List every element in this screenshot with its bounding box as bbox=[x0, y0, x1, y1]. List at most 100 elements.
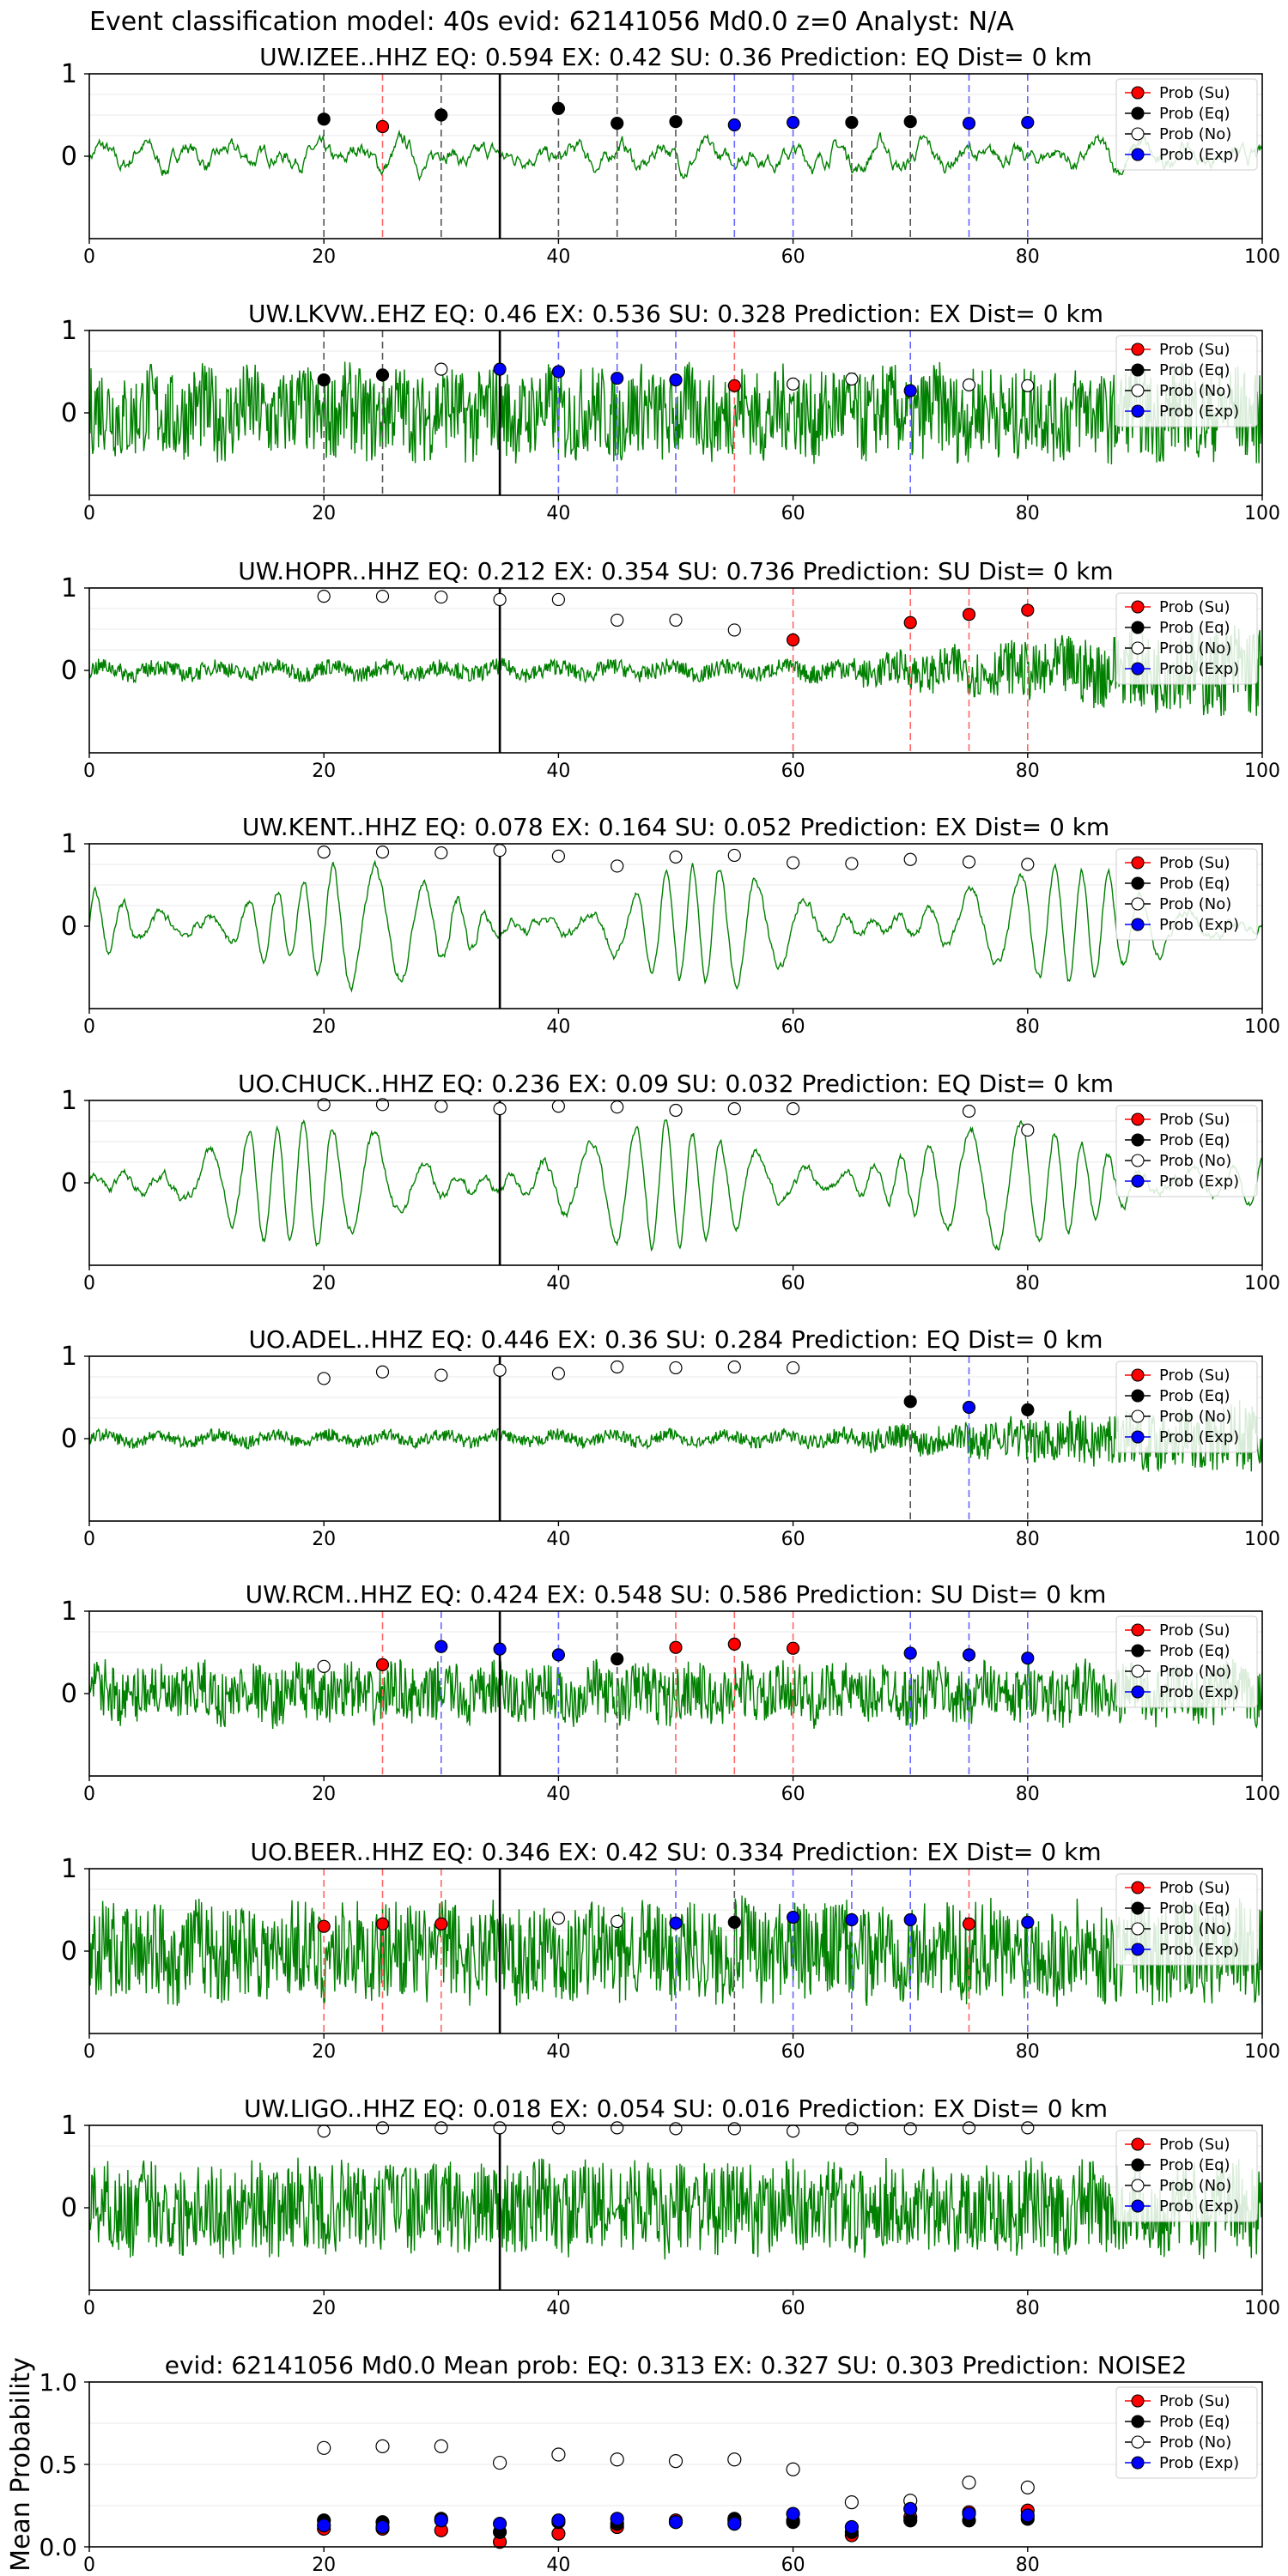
legend-marker-exp bbox=[1131, 1943, 1145, 1956]
mean-point-no bbox=[668, 2454, 683, 2469]
mean-point-no bbox=[962, 2476, 976, 2490]
legend-marker-no bbox=[1131, 1154, 1145, 1167]
mean-point-exp bbox=[844, 2519, 860, 2535]
prob-point-su bbox=[375, 119, 390, 134]
legend-marker-eq bbox=[1131, 621, 1145, 634]
prob-point-no bbox=[669, 1361, 683, 1375]
legend-marker-eq bbox=[1131, 106, 1145, 120]
legend-label: Prob (Su) bbox=[1159, 854, 1230, 872]
prob-point-exp bbox=[962, 116, 976, 130]
x-tick-label: 0 bbox=[83, 2298, 95, 2319]
x-tick-label: 40 bbox=[546, 2298, 570, 2319]
figure-suptitle: Event classification model: 40s evid: 62… bbox=[89, 7, 1014, 37]
prob-point-no bbox=[962, 2121, 976, 2135]
y-tick-label: 1 bbox=[61, 1086, 77, 1116]
legend-label: Prob (Eq) bbox=[1159, 105, 1230, 123]
prob-point-no bbox=[669, 613, 683, 627]
x-tick-label: 80 bbox=[1016, 1529, 1040, 1550]
legend-label: Prob (Eq) bbox=[1159, 1387, 1230, 1405]
legend-marker-su bbox=[1131, 342, 1145, 356]
legend-marker-eq bbox=[1131, 1389, 1145, 1403]
mean-point-no bbox=[1020, 2480, 1035, 2494]
prob-point-no bbox=[727, 1101, 741, 1116]
y-tick-label: 0 bbox=[61, 1424, 77, 1454]
y-tick-label: 0 bbox=[61, 656, 77, 686]
legend-label: Prob (No) bbox=[1159, 1663, 1231, 1681]
prob-point-no bbox=[317, 1372, 331, 1385]
x-tick-label: 40 bbox=[546, 1273, 570, 1294]
prob-point-no bbox=[493, 592, 507, 607]
chart-panel-7: UO.BEER..HHZ EQ: 0.346 EX: 0.42 SU: 0.33… bbox=[61, 1838, 1280, 2063]
x-tick-label: 80 bbox=[1016, 1273, 1040, 1294]
x-tick-label: 40 bbox=[546, 1529, 570, 1550]
prob-point-exp bbox=[1021, 1652, 1035, 1665]
chart-title: UO.BEER..HHZ EQ: 0.346 EX: 0.42 SU: 0.33… bbox=[250, 1838, 1101, 1866]
prob-point-no bbox=[434, 590, 448, 604]
legend-label: Prob (Eq) bbox=[1159, 619, 1230, 637]
prob-point-no bbox=[375, 1365, 390, 1379]
prob-point-eq bbox=[317, 112, 331, 126]
y-tick-label: 1 bbox=[61, 59, 77, 89]
prob-point-no bbox=[611, 1360, 624, 1374]
prob-point-su bbox=[669, 1640, 683, 1654]
y-tick-label: 1 bbox=[61, 573, 77, 603]
chart-title: evid: 62141056 Md0.0 Mean prob: EQ: 0.31… bbox=[165, 2351, 1188, 2379]
x-tick-label: 80 bbox=[1016, 2555, 1040, 2576]
prob-point-no bbox=[669, 2122, 683, 2136]
x-tick-label: 0 bbox=[83, 2555, 95, 2576]
waveform-trace bbox=[89, 1400, 1262, 1472]
chart-title: UW.LIGO..HHZ EQ: 0.018 EX: 0.054 SU: 0.0… bbox=[244, 2094, 1108, 2123]
x-tick-label: 40 bbox=[546, 761, 570, 782]
mean-point-exp bbox=[668, 2515, 683, 2530]
prob-point-no bbox=[551, 592, 566, 607]
prob-point-exp bbox=[434, 1640, 448, 1653]
legend-marker-su bbox=[1131, 856, 1145, 870]
prob-point-no bbox=[845, 373, 859, 386]
x-tick-label: 20 bbox=[312, 2298, 336, 2319]
x-tick-label: 60 bbox=[781, 246, 805, 268]
chart-title: UW.HOPR..HHZ EQ: 0.212 EX: 0.354 SU: 0.7… bbox=[238, 557, 1113, 585]
prob-point-no bbox=[669, 1103, 683, 1118]
prob-point-exp bbox=[903, 1912, 917, 1927]
chart-panel-3: UW.KENT..HHZ EQ: 0.078 EX: 0.164 SU: 0.0… bbox=[61, 813, 1280, 1038]
legend-label: Prob (Exp) bbox=[1159, 146, 1239, 164]
legend-marker-no bbox=[1131, 2179, 1145, 2192]
y-tick-label: 0 bbox=[61, 1679, 77, 1709]
y-tick-label: 0 bbox=[61, 2193, 77, 2223]
legend-label: Prob (Su) bbox=[1159, 1111, 1230, 1129]
prob-point-no bbox=[903, 2122, 917, 2136]
prob-point-su bbox=[375, 1658, 390, 1672]
prob-point-no bbox=[551, 1911, 566, 1925]
chart-title: UO.ADEL..HHZ EQ: 0.446 EX: 0.36 SU: 0.28… bbox=[248, 1325, 1103, 1354]
x-tick-label: 80 bbox=[1016, 761, 1040, 782]
y-tick-label: 0.5 bbox=[39, 2451, 77, 2479]
chart-panel-0: UW.IZEE..HHZ EQ: 0.594 EX: 0.42 SU: 0.36… bbox=[61, 43, 1280, 268]
x-tick-label: 80 bbox=[1016, 2298, 1040, 2319]
x-tick-label: 40 bbox=[546, 503, 570, 524]
prob-point-exp bbox=[786, 1911, 800, 1924]
x-tick-label: 80 bbox=[1016, 503, 1040, 524]
prob-point-no bbox=[611, 1100, 624, 1114]
x-tick-label: 0 bbox=[83, 2041, 95, 2063]
y-tick-label: 0 bbox=[61, 398, 77, 428]
x-tick-label: 0 bbox=[83, 503, 95, 524]
x-tick-label: 40 bbox=[546, 1784, 570, 1805]
prob-point-no bbox=[493, 844, 507, 858]
legend-marker-exp bbox=[1131, 1430, 1145, 1444]
x-tick-label: 100 bbox=[1244, 2298, 1280, 2319]
chart-panel-6: UW.RCM..HHZ EQ: 0.424 EX: 0.548 SU: 0.58… bbox=[61, 1580, 1280, 1805]
legend-label: Prob (No) bbox=[1159, 2434, 1231, 2452]
prob-point-no bbox=[551, 849, 566, 864]
chart-panel-5: UO.ADEL..HHZ EQ: 0.446 EX: 0.36 SU: 0.28… bbox=[61, 1325, 1280, 1550]
prob-point-no bbox=[375, 2121, 390, 2135]
prob-point-no bbox=[786, 1101, 800, 1116]
legend-label: Prob (Exp) bbox=[1159, 2197, 1239, 2215]
x-tick-label: 60 bbox=[781, 1784, 805, 1805]
x-tick-label: 80 bbox=[1016, 1016, 1040, 1038]
prob-point-no bbox=[845, 857, 859, 870]
mean-point-no bbox=[610, 2452, 624, 2467]
x-tick-label: 40 bbox=[546, 246, 570, 268]
prob-point-no bbox=[727, 1360, 741, 1374]
legend: Prob (Su) Prob (Eq) Prob (No) Prob (Exp) bbox=[1115, 78, 1258, 171]
legend-label: Prob (Su) bbox=[1159, 1879, 1230, 1897]
